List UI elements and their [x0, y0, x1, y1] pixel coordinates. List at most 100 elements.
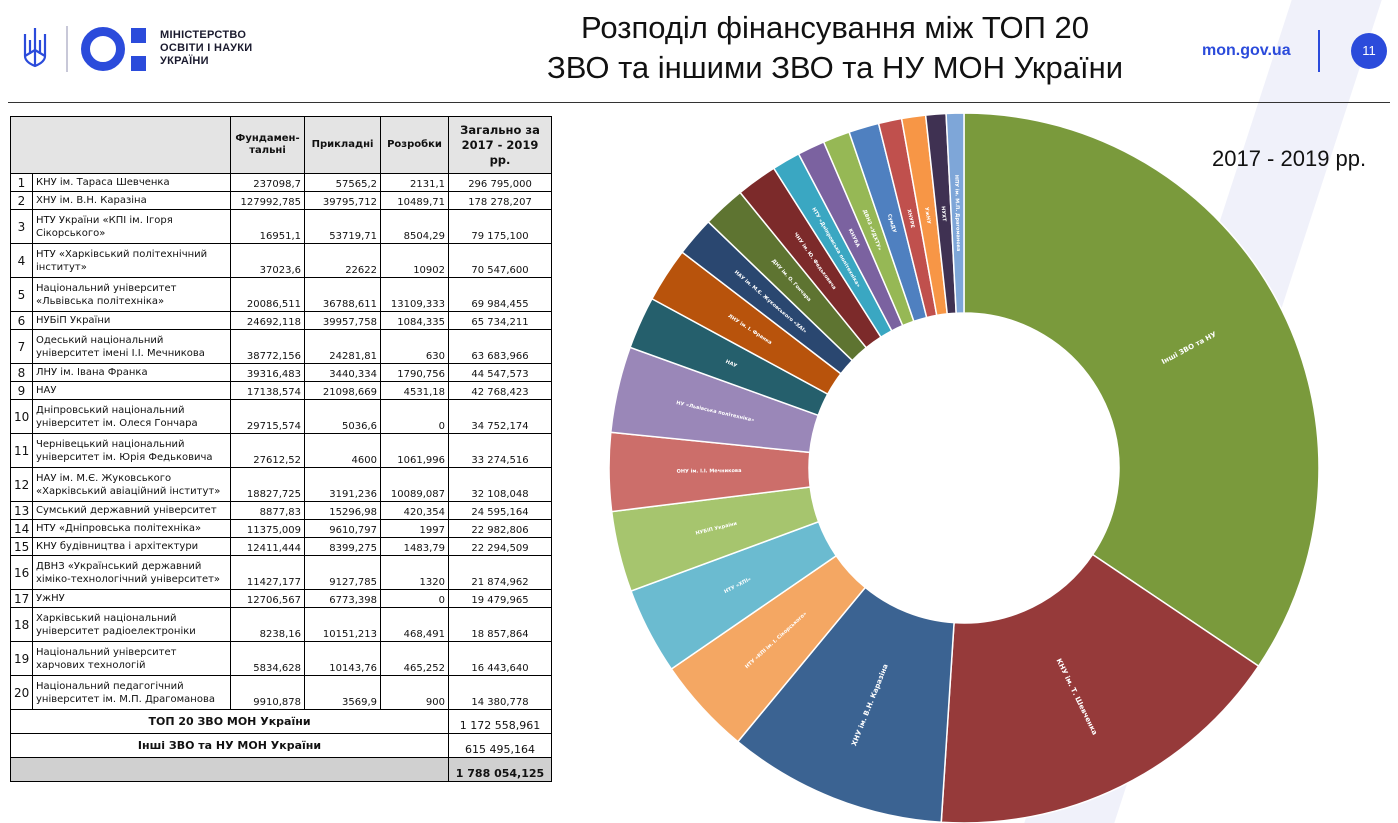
logo-circle-icon [81, 27, 125, 71]
development-value: 2131,1 [380, 173, 449, 192]
development-value: 10489,71 [380, 191, 449, 210]
university-name: Дніпровський національний університет ім… [32, 399, 231, 434]
row-number: 16 [10, 555, 33, 590]
table-row: 9 НАУ 17138,574 21098,669 4531,18 42 768,423 [10, 381, 552, 400]
footer-value: 1 788 054,125 [448, 757, 552, 782]
logo-square-icon [131, 28, 146, 43]
table-footer-row: Інші ЗВО та НУ МОН України 615 495,164 [10, 733, 552, 758]
row-number: 15 [10, 537, 33, 556]
fundamental-value: 29715,574 [230, 399, 305, 434]
total-value: 65 734,211 [448, 311, 552, 330]
fundamental-value: 18827,725 [230, 467, 305, 502]
fundamental-value: 24692,118 [230, 311, 305, 330]
total-value: 32 108,048 [448, 467, 552, 502]
applied-value: 53719,71 [304, 209, 381, 244]
university-name: НУБіП України [32, 311, 231, 330]
table-row: 17 УжНУ 12706,567 6773,398 0 19 479,965 [10, 589, 552, 608]
row-number: 1 [10, 173, 33, 192]
footer-label: Інші ЗВО та НУ МОН України [10, 733, 449, 758]
row-number: 12 [10, 467, 33, 502]
total-value: 296 795,000 [448, 173, 552, 192]
university-name: КНУ будівництва і архітектури [32, 537, 231, 556]
row-number: 17 [10, 589, 33, 608]
development-value: 465,252 [380, 641, 449, 676]
donut-slice [963, 112, 1320, 668]
row-number: 9 [10, 381, 33, 400]
development-value: 13109,333 [380, 277, 449, 312]
donut-slice-label: УжНУ [923, 207, 931, 225]
applied-value: 22622 [304, 243, 381, 278]
university-name: УжНУ [32, 589, 231, 608]
funding-table: Фундамен-тальні Прикладні Розробки Загал… [10, 116, 552, 782]
footer-value: 615 495,164 [448, 733, 552, 758]
development-value: 1320 [380, 555, 449, 590]
applied-value: 8399,275 [304, 537, 381, 556]
table-row: 19 Національний університет харчових техн… [10, 641, 552, 676]
fundamental-value: 12706,567 [230, 589, 305, 608]
fundamental-value: 12411,444 [230, 537, 305, 556]
university-name: НТУ України «КПІ ім. Ігоря Сікорського» [32, 209, 231, 244]
header-total: Загально за 2017 - 2019 рр. [448, 116, 552, 174]
fundamental-value: 8877,83 [230, 501, 305, 520]
fundamental-value: 127992,785 [230, 191, 305, 210]
row-number: 2 [10, 191, 33, 210]
donut-slice-label: ХНУРЕ [905, 209, 915, 229]
table-footer-row: ТОП 20 ЗВО МОН України 1 172 558,961 [10, 709, 552, 734]
fundamental-value: 237098,7 [230, 173, 305, 192]
total-value: 18 857,864 [448, 607, 552, 642]
funding-table-wrap: Фундамен-тальні Прикладні Розробки Загал… [10, 116, 552, 782]
table-row: 20 Національний педагогічний університет … [10, 675, 552, 710]
development-value: 1483,79 [380, 537, 449, 556]
development-value: 0 [380, 589, 449, 608]
university-name: ДВНЗ «Український державний хіміко-техно… [32, 555, 231, 590]
total-value: 22 294,509 [448, 537, 552, 556]
table-row: 7 Одеський національний університет імені… [10, 329, 552, 364]
total-value: 24 595,164 [448, 501, 552, 520]
applied-value: 21098,669 [304, 381, 381, 400]
university-name: Сумський державний університет [32, 501, 231, 520]
university-name: НАУ ім. М.Є. Жуковського «Харківський ав… [32, 467, 231, 502]
table-body: 1 КНУ ім. Тараса Шевченка 237098,7 57565,2 2… [10, 173, 552, 782]
total-value: 33 274,516 [448, 433, 552, 468]
row-number: 4 [10, 243, 33, 278]
donut-slice-label: НУХТ [940, 206, 947, 222]
total-value: 14 380,778 [448, 675, 552, 710]
table-row: 2 ХНУ ім. В.Н. Каразіна 127992,785 39795,71… [10, 191, 552, 210]
fundamental-value: 37023,6 [230, 243, 305, 278]
total-value: 34 752,174 [448, 399, 552, 434]
row-number: 5 [10, 277, 33, 312]
development-value: 4531,18 [380, 381, 449, 400]
applied-value: 6773,398 [304, 589, 381, 608]
footer-label [10, 757, 449, 782]
logo-divider [66, 26, 68, 72]
row-number: 10 [10, 399, 33, 434]
university-name: Національний університет «Львівська полі… [32, 277, 231, 312]
row-number: 8 [10, 363, 33, 382]
development-value: 420,354 [380, 501, 449, 520]
row-number: 18 [10, 607, 33, 642]
total-value: 63 683,966 [448, 329, 552, 364]
university-name: Чернівецький національний університет ім… [32, 433, 231, 468]
fundamental-value: 11427,177 [230, 555, 305, 590]
applied-value: 3440,334 [304, 363, 381, 382]
table-row: 14 НТУ «Дніпровська політехніка» 11375,009… [10, 519, 552, 538]
table-row: 11 Чернівецький національний університет … [10, 433, 552, 468]
donut-slice [736, 586, 955, 823]
university-name: НАУ [32, 381, 231, 400]
site-link[interactable]: mon.gov.ua [1202, 42, 1291, 59]
table-row: 16 ДВНЗ «Український державний хіміко-тех… [10, 555, 552, 590]
table-row: 1 КНУ ім. Тараса Шевченка 237098,7 57565,2 2… [10, 173, 552, 192]
footer-value: 1 172 558,961 [448, 709, 552, 734]
total-value: 44 547,573 [448, 363, 552, 382]
development-value: 10089,087 [380, 467, 449, 502]
total-value: 69 984,455 [448, 277, 552, 312]
fundamental-value: 8238,16 [230, 607, 305, 642]
university-name: Національний педагогічний університет ім… [32, 675, 231, 710]
fundamental-value: 9910,878 [230, 675, 305, 710]
row-number: 11 [10, 433, 33, 468]
donut-slice-label: НПУ ім. М.П. Драгоманова [953, 175, 961, 252]
row-number: 20 [10, 675, 33, 710]
table-header-row: Фундамен-тальні Прикладні Розробки Загал… [10, 116, 552, 174]
university-name: Одеський національний університет імені … [32, 329, 231, 364]
university-name: ХНУ ім. В.Н. Каразіна [32, 191, 231, 210]
